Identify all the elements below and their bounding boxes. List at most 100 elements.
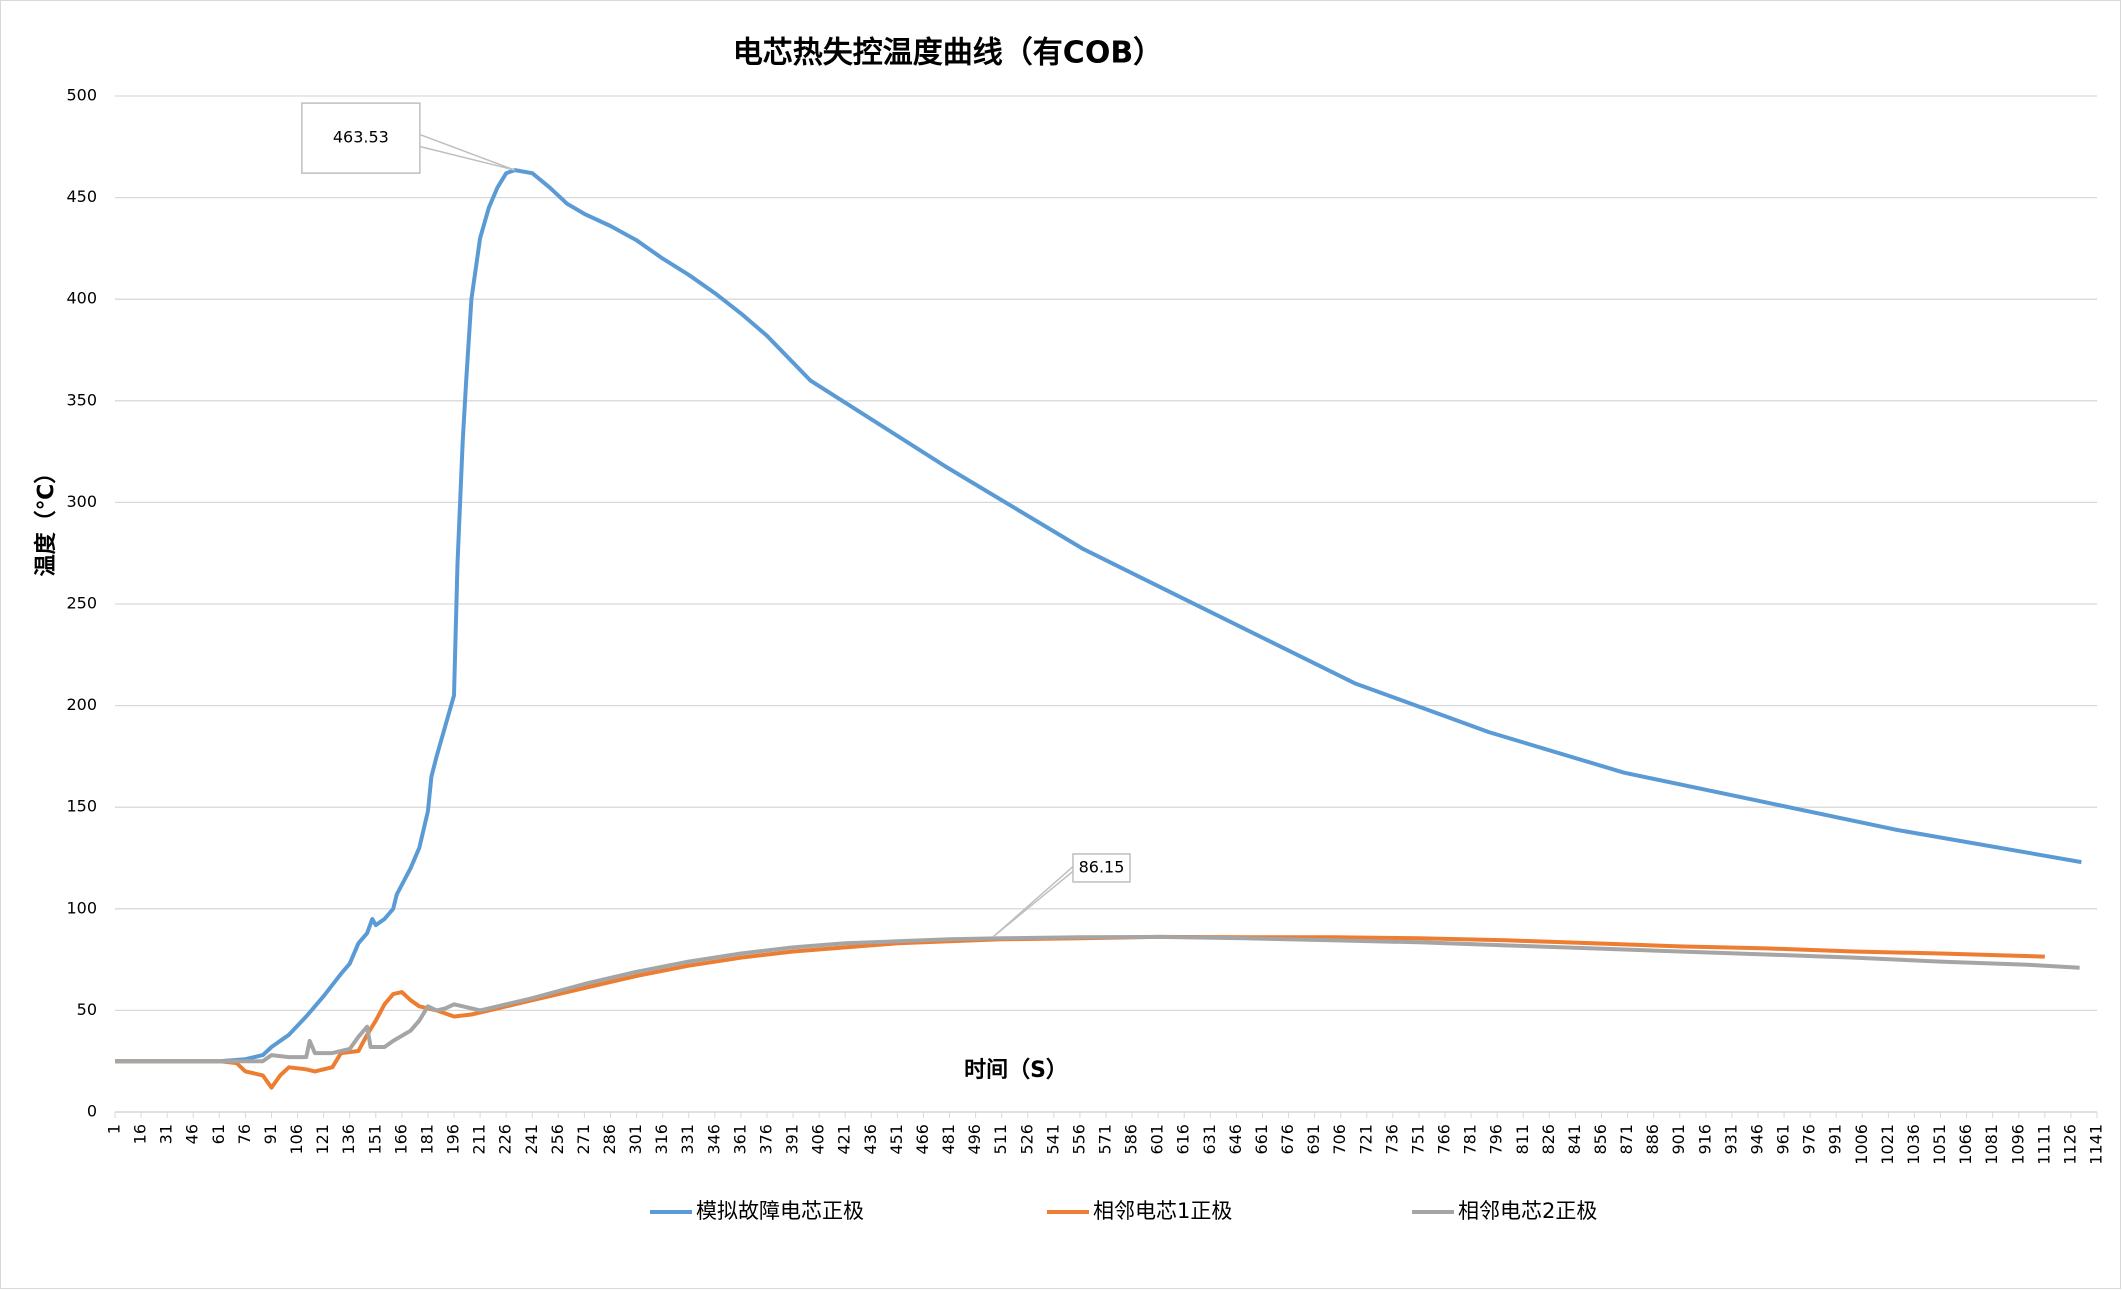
x-tick-label: 316 — [652, 1124, 671, 1155]
series-line — [115, 934, 2045, 1090]
x-tick-label: 1021 — [1878, 1124, 1897, 1165]
x-tick-label: 406 — [809, 1124, 828, 1155]
x-tick-label: 691 — [1304, 1124, 1323, 1155]
x-tick-label: 871 — [1617, 1124, 1636, 1155]
x-tick-label: 1051 — [1930, 1124, 1949, 1165]
x-tick-label: 346 — [704, 1124, 723, 1155]
y-tick-label: 300 — [66, 492, 97, 511]
x-tick-label: 16 — [131, 1124, 150, 1144]
x-tick-label: 391 — [783, 1124, 802, 1155]
x-tick-label: 256 — [548, 1124, 567, 1155]
x-tick-label: 856 — [1591, 1124, 1610, 1155]
x-tick-label: 271 — [574, 1124, 593, 1155]
x-tick-label: 946 — [1747, 1124, 1766, 1155]
data-label: 86.15 — [1079, 857, 1125, 876]
x-tick-label: 301 — [626, 1124, 645, 1155]
y-tick-label: 450 — [66, 187, 97, 206]
x-tick-label: 181 — [417, 1124, 436, 1155]
legend-label: 相邻电芯1正极 — [1093, 1199, 1232, 1223]
x-tick-label: 766 — [1435, 1124, 1454, 1155]
x-tick-label: 196 — [444, 1124, 463, 1155]
y-tick-label: 150 — [66, 797, 97, 816]
x-tick-label: 541 — [1043, 1124, 1062, 1155]
x-axis-title: 时间（S） — [964, 1058, 1068, 1083]
x-tick-label: 886 — [1643, 1124, 1662, 1155]
x-tick-label: 106 — [287, 1124, 306, 1155]
y-tick-label: 200 — [66, 695, 97, 714]
x-tick-label: 661 — [1252, 1124, 1271, 1155]
x-tick-label: 916 — [1695, 1124, 1714, 1155]
x-tick-label: 796 — [1487, 1124, 1506, 1155]
x-tick-label: 811 — [1513, 1124, 1532, 1155]
x-tick-label: 1036 — [1904, 1124, 1923, 1165]
y-tick-label: 250 — [66, 594, 97, 613]
x-tick-label: 751 — [1408, 1124, 1427, 1155]
x-tick-label: 586 — [1122, 1124, 1141, 1155]
x-tick-label: 1066 — [1956, 1124, 1975, 1165]
callout-box — [1072, 853, 1131, 883]
callout-pointer — [419, 133, 516, 171]
x-tick-label: 961 — [1774, 1124, 1793, 1155]
x-tick-label: 976 — [1800, 1124, 1819, 1155]
y-axis-title: 温度（℃） — [33, 462, 59, 577]
x-tick-label: 361 — [730, 1124, 749, 1155]
legend-label: 相邻电芯2正极 — [1458, 1199, 1597, 1223]
x-tick-label: 571 — [1096, 1124, 1115, 1155]
x-tick-label: 61 — [209, 1124, 228, 1144]
x-tick-label: 1111 — [2034, 1124, 2053, 1165]
y-tick-label: 100 — [66, 898, 97, 917]
callout-pointer — [992, 865, 1074, 938]
x-tick-label: 826 — [1539, 1124, 1558, 1155]
x-tick-label: 91 — [261, 1124, 280, 1144]
x-tick-label: 556 — [1069, 1124, 1088, 1155]
callout-box — [301, 102, 421, 174]
x-tick-label: 736 — [1382, 1124, 1401, 1155]
x-tick-label: 496 — [965, 1124, 984, 1155]
x-tick-label: 526 — [1017, 1124, 1036, 1155]
x-tick-label: 1126 — [2060, 1124, 2079, 1165]
x-tick-label: 226 — [496, 1124, 515, 1155]
x-tick-label: 601 — [1148, 1124, 1167, 1155]
y-tick-label: 50 — [77, 1000, 97, 1019]
x-tick-label: 151 — [365, 1124, 384, 1155]
x-tick-label: 241 — [522, 1124, 541, 1155]
x-tick-label: 376 — [756, 1124, 775, 1155]
x-tick-label: 511 — [991, 1124, 1010, 1155]
y-tick-label: 500 — [66, 86, 97, 105]
x-tick-label: 31 — [157, 1124, 176, 1144]
x-tick-label: 211 — [470, 1124, 489, 1155]
chart-title: 电芯热失控温度曲线（有COB） — [733, 36, 1163, 71]
x-tick-label: 721 — [1356, 1124, 1375, 1155]
x-tick-label: 436 — [861, 1124, 880, 1155]
x-tick-label: 331 — [678, 1124, 697, 1155]
x-tick-label: 1 — [105, 1124, 124, 1134]
x-tick-label: 121 — [313, 1124, 332, 1155]
x-tick-label: 421 — [835, 1124, 854, 1155]
x-tick-label: 1141 — [2087, 1124, 2106, 1165]
x-tick-label: 616 — [1174, 1124, 1193, 1155]
x-tick-label: 931 — [1721, 1124, 1740, 1155]
x-tick-label: 46 — [183, 1124, 202, 1144]
x-tick-label: 166 — [391, 1124, 410, 1155]
x-tick-label: 286 — [600, 1124, 619, 1155]
y-tick-label: 350 — [66, 390, 97, 409]
data-label: 463.53 — [333, 128, 389, 147]
x-tick-label: 631 — [1200, 1124, 1219, 1155]
series-line — [115, 168, 2082, 1064]
x-tick-label: 481 — [939, 1124, 958, 1155]
x-tick-label: 901 — [1669, 1124, 1688, 1155]
legend-label: 模拟故障电芯正极 — [696, 1199, 864, 1223]
x-tick-label: 646 — [1226, 1124, 1245, 1155]
x-tick-label: 1081 — [1982, 1124, 2001, 1165]
x-tick-label: 1006 — [1852, 1124, 1871, 1165]
x-tick-label: 76 — [235, 1124, 254, 1144]
x-tick-label: 706 — [1330, 1124, 1349, 1155]
x-tick-label: 781 — [1461, 1124, 1480, 1155]
x-tick-label: 676 — [1278, 1124, 1297, 1155]
x-tick-label: 451 — [887, 1124, 906, 1155]
x-tick-label: 841 — [1565, 1124, 1584, 1155]
x-tick-label: 1096 — [2008, 1124, 2027, 1165]
y-tick-label: 400 — [66, 289, 97, 308]
x-tick-label: 136 — [339, 1124, 358, 1155]
